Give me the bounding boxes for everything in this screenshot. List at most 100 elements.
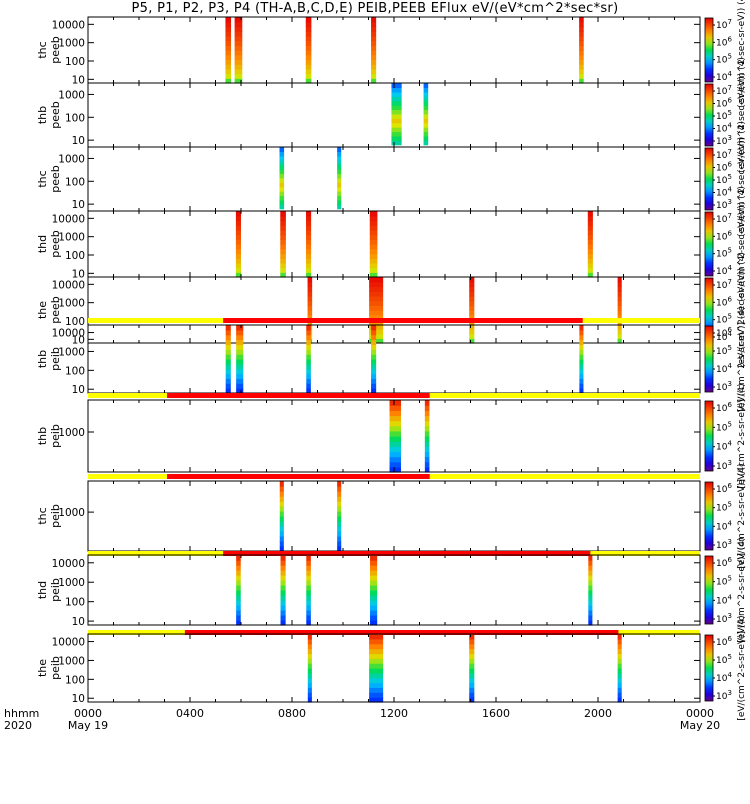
spectrogram-cell [234,54,243,61]
spectrogram-cell [305,21,312,28]
spectrogram-cell [306,229,312,236]
spectrogram-cell [225,50,232,56]
spectrogram-cell [579,339,584,346]
colorbar-tick-label: 106 [716,229,732,242]
spectrogram-cell [389,451,402,458]
spectrogram-cell [306,383,311,389]
spectrogram-cell [306,354,311,360]
spectrogram-cell [236,600,241,606]
spectrogram-cell [587,211,593,217]
colorbar [704,17,714,83]
spectrogram-cell [469,638,475,645]
y-tick-label: 10 [72,268,85,280]
spectrogram-cell [369,648,384,655]
panel-frame [87,554,701,626]
spectrogram-cell [337,531,342,537]
colorbar-tick-label: 105 [716,247,732,260]
spectrogram-cell [371,349,377,355]
year-axis-label: 2020 [4,719,32,732]
spectrogram-cell [424,456,430,463]
spectrogram-cell [337,177,342,183]
spectrogram-cell [391,91,402,97]
spectrogram-cell [280,560,286,566]
colorbar-tick-label: 105 [716,653,732,666]
spectrogram-cell [369,253,378,259]
spectrogram-cell [279,204,285,210]
spectrogram-cell [279,169,285,175]
spectrogram-cell [370,555,378,561]
spectrogram-cell [391,109,402,115]
spectrogram-cell [306,220,312,226]
spectrogram-cell [279,195,285,201]
spectrogram-cell [306,272,312,278]
panel-probe-label: thb [36,350,49,368]
spectrogram-cell [279,546,284,552]
spectrogram-cell [370,570,378,576]
spectrogram-cell [389,410,402,417]
spectrogram-cell [579,59,584,65]
spectrogram-cell [307,682,312,689]
panel-product-label: peeb [49,296,62,324]
spectrogram-cell [225,339,231,346]
spectrogram-cell [369,333,384,339]
colorbar [704,634,714,702]
panel-probe-label: thc [36,170,49,187]
spectrogram-cell [369,295,384,302]
spectrogram-cell [234,50,243,56]
spectrogram-cell [579,359,584,365]
spectrogram-cell [337,491,342,497]
spectrogram-cell [306,555,311,561]
spectrogram-cell [617,668,622,674]
spectrogram-cell [337,204,342,210]
colorbar-tick-label: 106 [716,401,732,414]
y-tick-label: 10 [72,693,85,705]
y-tick-label: 1000 [58,507,85,519]
spectrogram-cell [306,595,311,601]
spectrogram-cell [225,21,232,28]
spectrogram-cell [280,610,286,616]
panel-frame [87,210,701,278]
spectrogram-cell [306,615,311,621]
spectrogram-cell [235,215,241,222]
spectrogram-cell [579,17,584,23]
colorbar-unit-label: [eV/(cm^2-s-sr-eV)] (4) [737,615,747,720]
spectrogram-cell [370,595,378,601]
spectrogram-cell [306,267,312,273]
spectrogram-cell [306,248,312,255]
spectrogram-cell [579,349,584,355]
spectrogram-cell [423,96,429,102]
spectrogram-cell [588,555,593,561]
colorbar-tick-label: 105 [716,575,732,588]
spectrogram-cell [391,140,402,146]
colorbar-tick-label: 104 [716,122,732,135]
spectrogram-cell [617,286,622,292]
spectrogram-cell [305,50,312,56]
spectrogram-cell [389,456,402,463]
spectrogram-cell [234,45,243,51]
spectrogram-cell [391,87,402,93]
panel-product-label: peib [49,656,62,680]
spectrogram-cell [369,677,384,684]
spectrogram-cell [389,430,402,437]
spectrogram-cell [225,26,232,32]
spectrogram-cell [306,339,311,346]
spectrogram-cell [306,363,311,370]
colorbar-tick-label: 104 [716,519,732,532]
spectrogram-cell [579,64,584,70]
spectrogram-cell [579,54,584,61]
spectrogram-cell [236,575,241,581]
spectrogram-cell [305,78,312,84]
spectrogram-cell [234,35,243,42]
spectrogram-cell [234,26,243,32]
spectrogram-cell [469,677,475,684]
y-tick-label: 100 [65,176,85,188]
spectrogram-cell [236,560,241,566]
spectrogram-cell [279,160,285,166]
spectrogram-cell [371,54,377,61]
spectrogram-cell [617,687,622,693]
spectrogram-cell [369,220,378,226]
spectrogram-cell [389,425,402,432]
spectrogram-cell [423,100,429,106]
spectrogram-cell [306,585,311,591]
spectrogram-cell [280,570,286,576]
